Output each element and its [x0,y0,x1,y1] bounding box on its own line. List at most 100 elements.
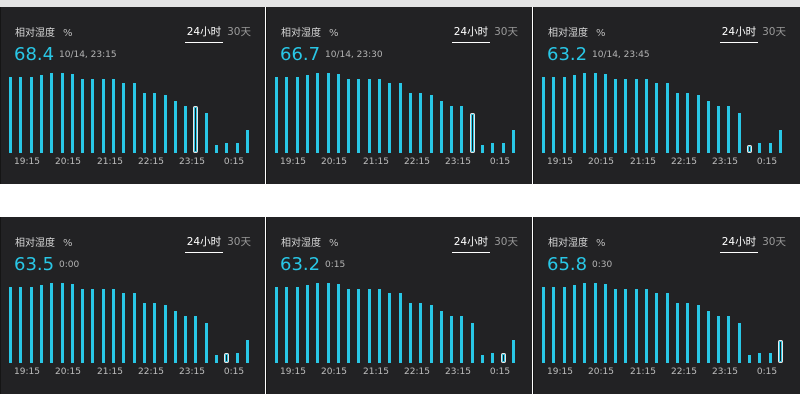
tab-30d[interactable]: 30天 [494,236,518,248]
chart-bar[interactable] [768,143,772,153]
chart-bar[interactable] [572,75,576,153]
chart-bar[interactable] [215,145,218,153]
chart-bar[interactable] [696,95,700,153]
chart-bar[interactable] [235,143,239,153]
chart-bar-selected[interactable] [469,112,475,153]
chart-bar[interactable] [29,287,33,363]
chart-bar[interactable] [163,95,167,153]
chart-bar[interactable] [378,289,381,363]
chart-bar[interactable] [624,289,628,363]
chart-bar[interactable] [470,322,474,363]
chart-bar[interactable] [245,129,249,153]
chart-bar[interactable] [9,287,12,363]
chart-bar[interactable] [511,129,515,153]
chart-bar[interactable] [91,289,95,363]
chart-bar[interactable] [603,74,607,153]
chart-bar[interactable] [275,77,278,153]
chart-bar-selected[interactable] [193,105,199,153]
tab-24h[interactable]: 24小时 [184,22,224,43]
chart-bar[interactable] [727,315,731,363]
chart-bar[interactable] [593,73,597,153]
chart-bar[interactable] [460,315,464,363]
chart-bar-selected[interactable] [224,353,230,363]
chart-bar[interactable] [552,77,556,153]
chart-bar-selected[interactable] [747,145,752,153]
chart-bar[interactable] [727,105,731,153]
chart-bar[interactable] [245,339,249,363]
chart-bar[interactable] [408,303,412,363]
chart-bar[interactable] [439,101,443,153]
chart-bar[interactable] [60,283,64,363]
chart-bar[interactable] [285,287,289,363]
chart-bar[interactable] [655,82,659,153]
chart-bar[interactable] [101,79,105,153]
chart-bar[interactable] [429,305,433,363]
chart-bar[interactable] [624,79,628,153]
chart-bar[interactable] [91,79,95,153]
chart-bar[interactable] [562,77,566,153]
chart-bar[interactable] [675,93,679,153]
chart-bar[interactable] [511,339,515,363]
chart-bar[interactable] [665,292,669,363]
chart-bar[interactable] [634,79,638,153]
chart-bar[interactable] [194,315,198,363]
chart-bar[interactable] [215,355,218,363]
chart-bar[interactable] [50,283,54,363]
chart-bar[interactable] [70,74,74,153]
chart-bar[interactable] [696,305,700,363]
chart-bar[interactable] [142,93,146,153]
chart-bar[interactable] [429,95,433,153]
chart-bar[interactable] [173,101,177,153]
chart-bar[interactable] [19,77,23,153]
chart-bar[interactable] [737,322,741,363]
chart-bar[interactable] [101,289,105,363]
chart-bar[interactable] [758,353,762,363]
chart-bar[interactable] [295,77,299,153]
chart-bar[interactable] [305,285,309,363]
chart-bar[interactable] [665,82,669,153]
chart-bar[interactable] [9,77,12,153]
chart-bar[interactable] [235,353,239,363]
chart-bar[interactable] [60,73,64,153]
tab-30d[interactable]: 30天 [494,26,518,38]
chart-bar[interactable] [39,75,43,153]
chart-bar[interactable] [50,73,54,153]
chart-bar[interactable] [542,287,545,363]
chart-bar[interactable] [184,315,188,363]
tab-30d[interactable]: 30天 [227,26,251,38]
chart-bar[interactable] [81,289,85,363]
chart-bar[interactable] [81,79,85,153]
chart-bar[interactable] [336,284,340,363]
chart-bar[interactable] [388,82,392,153]
chart-bar[interactable] [706,101,710,153]
tab-24h[interactable]: 24小时 [451,232,491,253]
chart-bar[interactable] [336,74,340,153]
chart-bar[interactable] [29,77,33,153]
chart-bar[interactable] [583,283,587,363]
chart-bar-selected[interactable] [500,353,506,363]
chart-bar[interactable] [583,73,587,153]
chart-bar[interactable] [39,285,43,363]
chart-bar[interactable] [316,73,320,153]
chart-bar[interactable] [173,311,177,363]
chart-bar[interactable] [450,315,454,363]
chart-bar[interactable] [142,303,146,363]
chart-bar[interactable] [132,292,136,363]
chart-bar[interactable] [285,77,289,153]
chart-bar[interactable] [686,93,690,153]
chart-bar[interactable] [388,292,392,363]
chart-bar[interactable] [481,145,484,153]
chart-bar[interactable] [70,284,74,363]
chart-bar[interactable] [675,303,679,363]
chart-bar[interactable] [398,292,402,363]
chart-bar[interactable] [552,287,556,363]
chart-bar[interactable] [419,303,423,363]
chart-bar[interactable] [562,287,566,363]
chart-bar[interactable] [316,283,320,363]
tab-24h[interactable]: 24小时 [719,232,759,253]
chart-bar[interactable] [184,105,188,153]
chart-bar[interactable] [204,322,208,363]
chart-bar[interactable] [645,79,648,153]
chart-bar[interactable] [778,129,782,153]
tab-24h[interactable]: 24小时 [451,22,491,43]
